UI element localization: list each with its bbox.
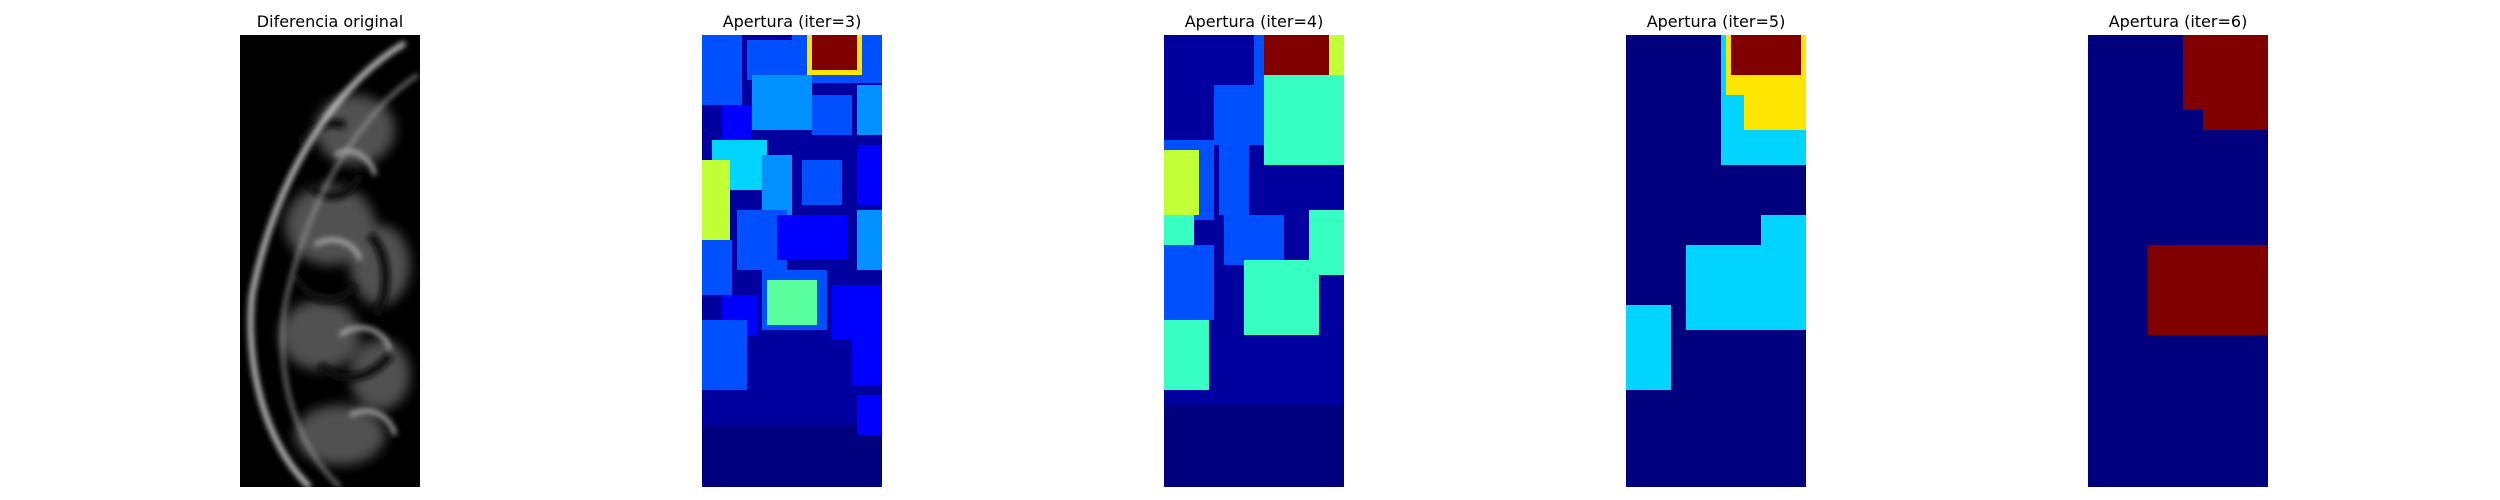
panel-title: Diferencia original <box>256 12 404 31</box>
opening-iter3-image <box>702 35 882 487</box>
panel-title: Apertura (iter=6) <box>2108 12 2248 31</box>
opening-iter6-image <box>2088 35 2268 487</box>
panel-title: Apertura (iter=4) <box>1184 12 1324 31</box>
original-difference-image <box>240 35 420 487</box>
panel-title: Apertura (iter=3) <box>722 12 862 31</box>
opening-iter4-image <box>1164 35 1344 487</box>
panel-title: Apertura (iter=5) <box>1646 12 1786 31</box>
opening-iter5-image <box>1626 35 1806 487</box>
